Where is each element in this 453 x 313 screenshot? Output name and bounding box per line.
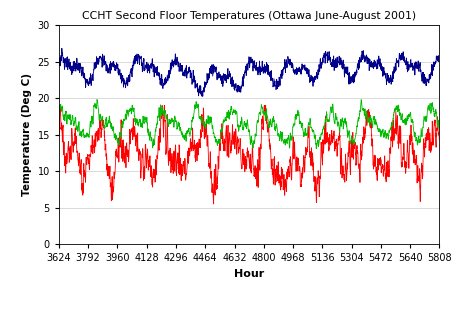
Dew-Point bbox=[89, 134, 95, 138]
Operative bbox=[119, 74, 124, 78]
Wet-Bulb bbox=[119, 130, 124, 134]
Dew-Point bbox=[437, 138, 442, 142]
Operative bbox=[195, 88, 201, 91]
Dew-Point bbox=[195, 145, 201, 149]
Operative bbox=[379, 68, 385, 72]
X-axis label: Hour: Hour bbox=[234, 269, 264, 279]
Wet-Bulb bbox=[94, 98, 100, 101]
Wet-Bulb bbox=[195, 102, 201, 106]
Dew-Point bbox=[58, 104, 63, 107]
Wet-Bulb bbox=[56, 107, 62, 111]
Operative bbox=[89, 74, 95, 77]
Wet-Bulb bbox=[313, 147, 319, 151]
Y-axis label: Temperature (Deg C): Temperature (Deg C) bbox=[22, 73, 32, 196]
Dew-Point bbox=[119, 122, 124, 126]
Operative bbox=[431, 62, 437, 65]
Dew-Point bbox=[120, 156, 126, 160]
Wet-Bulb bbox=[89, 116, 95, 120]
Operative bbox=[120, 79, 126, 83]
Line: Dew-Point: Dew-Point bbox=[59, 105, 439, 204]
Wet-Bulb bbox=[437, 125, 442, 129]
Wet-Bulb bbox=[379, 129, 385, 133]
Operative bbox=[437, 60, 442, 64]
Line: Operative: Operative bbox=[59, 48, 439, 96]
Operative bbox=[59, 46, 65, 50]
Dew-Point bbox=[56, 135, 62, 139]
Wet-Bulb bbox=[120, 121, 126, 125]
Dew-Point bbox=[431, 123, 437, 126]
Line: Wet-Bulb: Wet-Bulb bbox=[59, 100, 439, 149]
Dew-Point bbox=[379, 165, 385, 169]
Title: CCHT Second Floor Temperatures (Ottawa June-August 2001): CCHT Second Floor Temperatures (Ottawa J… bbox=[82, 12, 416, 22]
Dew-Point bbox=[211, 202, 217, 206]
Operative bbox=[56, 63, 62, 66]
Wet-Bulb bbox=[431, 114, 437, 118]
Operative bbox=[199, 95, 205, 98]
